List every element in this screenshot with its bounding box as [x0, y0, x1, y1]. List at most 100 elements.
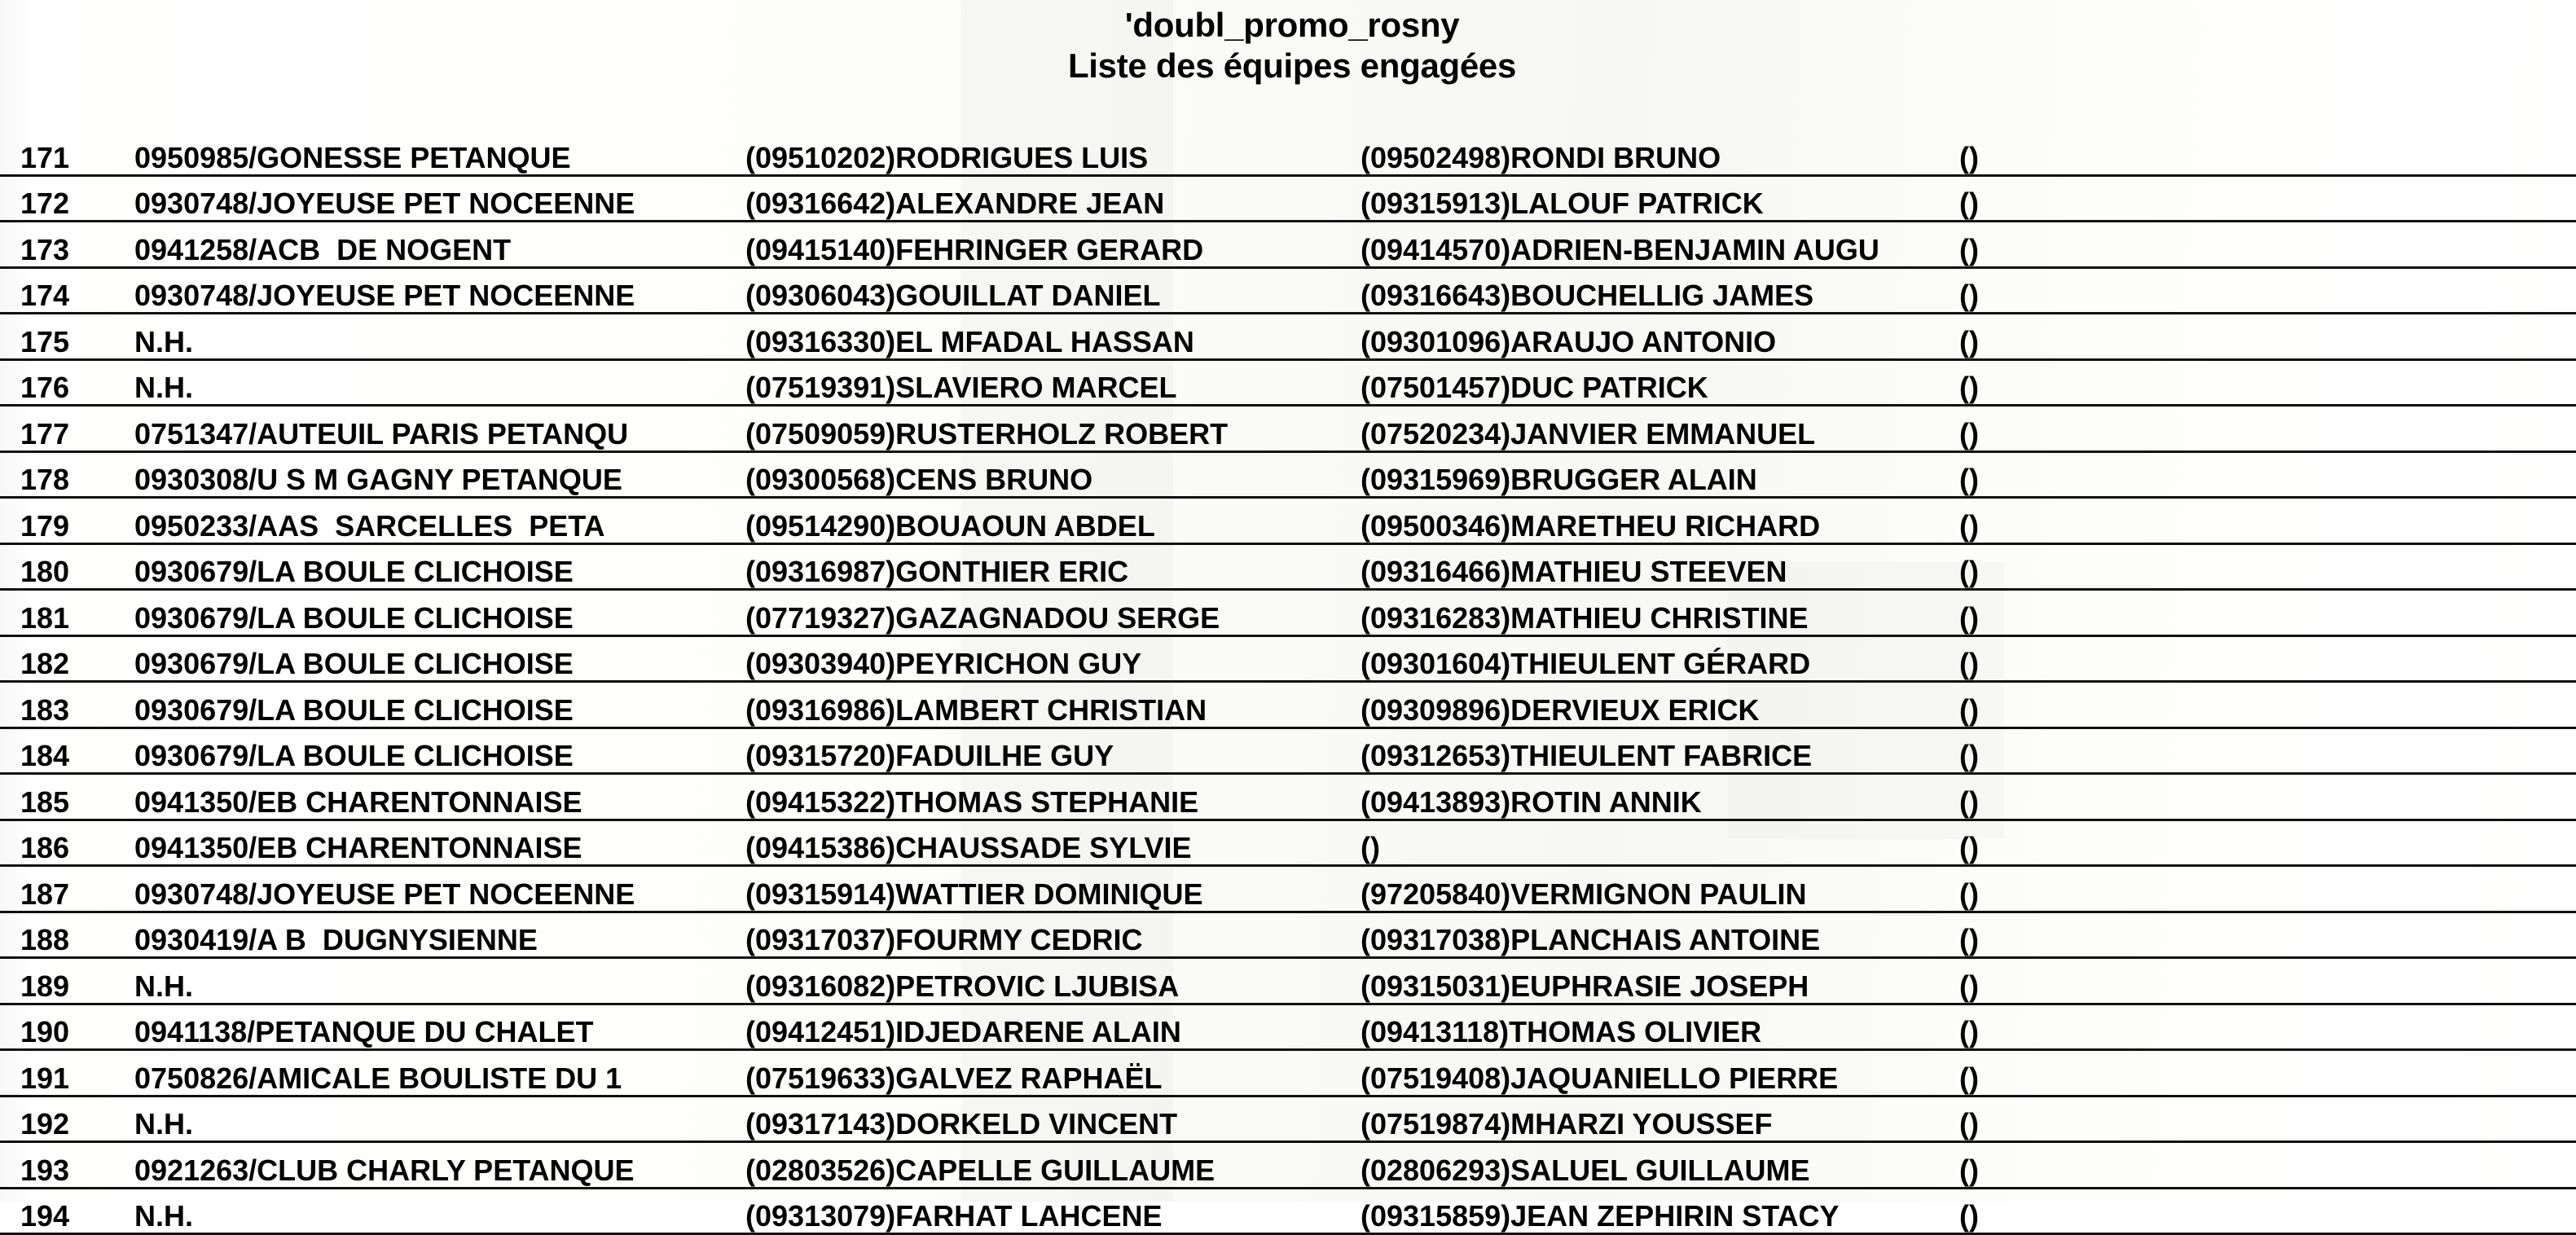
team-player-2: (07519874)MHARZI YOUSSEF — [1361, 1096, 1959, 1143]
team-rank: 189 — [0, 957, 118, 1005]
team-player-2: (09316283)MATHIEU CHRISTINE — [1361, 589, 1959, 637]
team-extra: () — [1959, 313, 2576, 361]
page-title: 'doubl_promo_rosny Liste des équipes eng… — [0, 5, 2576, 86]
team-player-2: () — [1361, 820, 1959, 867]
team-club: N.H. — [118, 957, 745, 1005]
team-player-1: (09510202)RODRIGUES LUIS — [745, 130, 1361, 177]
team-rank: 191 — [0, 1049, 118, 1097]
table-row: 183 0930679/LA BOULE CLICHOISE (09316986)L… — [0, 681, 2576, 729]
team-player-1: (09316986)LAMBERT CHRISTIAN — [745, 681, 1361, 729]
team-rank: 178 — [0, 451, 118, 499]
team-rank: 185 — [0, 773, 118, 821]
team-extra: () — [1959, 957, 2576, 1005]
team-player-2: (09414570)ADRIEN-BENJAMIN AUGU — [1361, 221, 1959, 269]
team-player-1: (09313079)FARHAT LAHCENE — [745, 1188, 1361, 1235]
team-player-2: (07519408)JAQUANIELLO PIERRE — [1361, 1049, 1959, 1097]
table-row: 185 0941350/EB CHARENTONNAISE (09415322)TH… — [0, 773, 2576, 821]
table-row: 176 N.H. (07519391)SLAVIERO MARCEL (0750145… — [0, 359, 2576, 407]
team-player-2: (09316466)MATHIEU STEEVEN — [1361, 543, 1959, 591]
team-club: 0930679/LA BOULE CLICHOISE — [118, 589, 745, 637]
team-extra: () — [1959, 221, 2576, 269]
team-player-1: (09315914)WATTIER DOMINIQUE — [745, 865, 1361, 913]
table-row: 180 0930679/LA BOULE CLICHOISE (09316987)G… — [0, 543, 2576, 591]
team-player-2: (09315859)JEAN ZEPHIRIN STACY — [1361, 1188, 1959, 1235]
table-row: 173 0941258/ACB DE NOGENT (09415140)FEHRIN… — [0, 221, 2576, 269]
table-row: 187 0930748/JOYEUSE PET NOCEENNE (09315914… — [0, 865, 2576, 913]
team-extra: () — [1959, 820, 2576, 867]
team-extra: () — [1959, 451, 2576, 499]
team-rank: 190 — [0, 1004, 118, 1051]
team-club: 0930748/JOYEUSE PET NOCEENNE — [118, 267, 745, 314]
team-player-1: (07519391)SLAVIERO MARCEL — [745, 359, 1361, 407]
table-row: 186 0941350/EB CHARENTONNAISE (09415386)CH… — [0, 820, 2576, 867]
table-row: 194 N.H. (09313079)FARHAT LAHCENE (09315859… — [0, 1188, 2576, 1235]
team-player-1: (09316082)PETROVIC LJUBISA — [745, 957, 1361, 1005]
table-row: 181 0930679/LA BOULE CLICHOISE (07719327)G… — [0, 589, 2576, 637]
team-player-1: (09415386)CHAUSSADE SYLVIE — [745, 820, 1361, 867]
team-rank: 182 — [0, 635, 118, 683]
team-extra: () — [1959, 267, 2576, 314]
team-extra: () — [1959, 1188, 2576, 1235]
team-club: 0950233/AAS SARCELLES PETA — [118, 497, 745, 545]
team-extra: () — [1959, 130, 2576, 177]
team-player-2: (09500346)MARETHEU RICHARD — [1361, 497, 1959, 545]
table-row: 191 0750826/AMICALE BOULISTE DU 1 (0751963… — [0, 1049, 2576, 1097]
table-row: 193 0921263/CLUB CHARLY PETANQUE (02803526… — [0, 1141, 2576, 1189]
team-rank: 192 — [0, 1096, 118, 1143]
team-club: 0930679/LA BOULE CLICHOISE — [118, 681, 745, 729]
team-player-2: (09312653)THIEULENT FABRICE — [1361, 727, 1959, 775]
team-club: 0930679/LA BOULE CLICHOISE — [118, 543, 745, 591]
team-rank: 173 — [0, 221, 118, 269]
table-row: 182 0930679/LA BOULE CLICHOISE (09303940)P… — [0, 635, 2576, 683]
team-player-2: (09316643)BOUCHELLIG JAMES — [1361, 267, 1959, 314]
team-club: 0921263/CLUB CHARLY PETANQUE — [118, 1141, 745, 1189]
table-row: 179 0950233/AAS SARCELLES PETA (09514290)B… — [0, 497, 2576, 545]
team-club: 0930748/JOYEUSE PET NOCEENNE — [118, 175, 745, 222]
team-player-1: (09316987)GONTHIER ERIC — [745, 543, 1361, 591]
table-row: 177 0751347/AUTEUIL PARIS PETANQU (0750905… — [0, 405, 2576, 453]
team-player-1: (09315720)FADUILHE GUY — [745, 727, 1361, 775]
team-club: N.H. — [118, 359, 745, 407]
table-row: 190 0941138/PETANQUE DU CHALET (09412451)I… — [0, 1004, 2576, 1051]
table-row: 174 0930748/JOYEUSE PET NOCEENNE (09306043… — [0, 267, 2576, 314]
team-extra: () — [1959, 1049, 2576, 1097]
team-extra: () — [1959, 1141, 2576, 1189]
team-rank: 183 — [0, 681, 118, 729]
team-extra: () — [1959, 497, 2576, 545]
team-club: 0941138/PETANQUE DU CHALET — [118, 1004, 745, 1051]
team-rank: 180 — [0, 543, 118, 591]
team-player-2: (09502498)RONDI BRUNO — [1361, 130, 1959, 177]
team-club: 0950985/GONESSE PETANQUE — [118, 130, 745, 177]
team-rank: 181 — [0, 589, 118, 637]
team-rank: 193 — [0, 1141, 118, 1189]
team-player-2: (09315913)LALOUF PATRICK — [1361, 175, 1959, 222]
team-player-1: (09514290)BOUAOUN ABDEL — [745, 497, 1361, 545]
team-club: 0751347/AUTEUIL PARIS PETANQU — [118, 405, 745, 453]
team-rank: 177 — [0, 405, 118, 453]
team-extra: () — [1959, 589, 2576, 637]
team-player-1: (02803526)CAPELLE GUILLAUME — [745, 1141, 1361, 1189]
team-club: 0941350/EB CHARENTONNAISE — [118, 820, 745, 867]
team-rank: 184 — [0, 727, 118, 775]
team-extra: () — [1959, 727, 2576, 775]
team-player-1: (09317037)FOURMY CEDRIC — [745, 912, 1361, 959]
team-club: 0941258/ACB DE NOGENT — [118, 221, 745, 269]
team-player-1: (07719327)GAZAGNADOU SERGE — [745, 589, 1361, 637]
team-club: N.H. — [118, 1188, 745, 1235]
team-player-1: (09412451)IDJEDARENE ALAIN — [745, 1004, 1361, 1051]
team-player-2: (09301604)THIEULENT GÉRARD — [1361, 635, 1959, 683]
team-rank: 194 — [0, 1188, 118, 1235]
table-row: 175 N.H. (09316330)EL MFADAL HASSAN (093010… — [0, 313, 2576, 361]
team-extra: () — [1959, 543, 2576, 591]
team-player-2: (02806293)SALUEL GUILLAUME — [1361, 1141, 1959, 1189]
team-extra: () — [1959, 1096, 2576, 1143]
team-player-1: (09306043)GOUILLAT DANIEL — [745, 267, 1361, 314]
team-extra: () — [1959, 405, 2576, 453]
team-extra: () — [1959, 912, 2576, 959]
team-player-2: (07520234)JANVIER EMMANUEL — [1361, 405, 1959, 453]
team-player-1: (09415322)THOMAS STEPHANIE — [745, 773, 1361, 821]
table-row: 189 N.H. (09316082)PETROVIC LJUBISA (093150… — [0, 957, 2576, 1005]
team-rank: 174 — [0, 267, 118, 314]
table-row: 188 0930419/A B DUGNYSIENNE (09317037)FOUR… — [0, 912, 2576, 959]
team-rank: 172 — [0, 175, 118, 222]
